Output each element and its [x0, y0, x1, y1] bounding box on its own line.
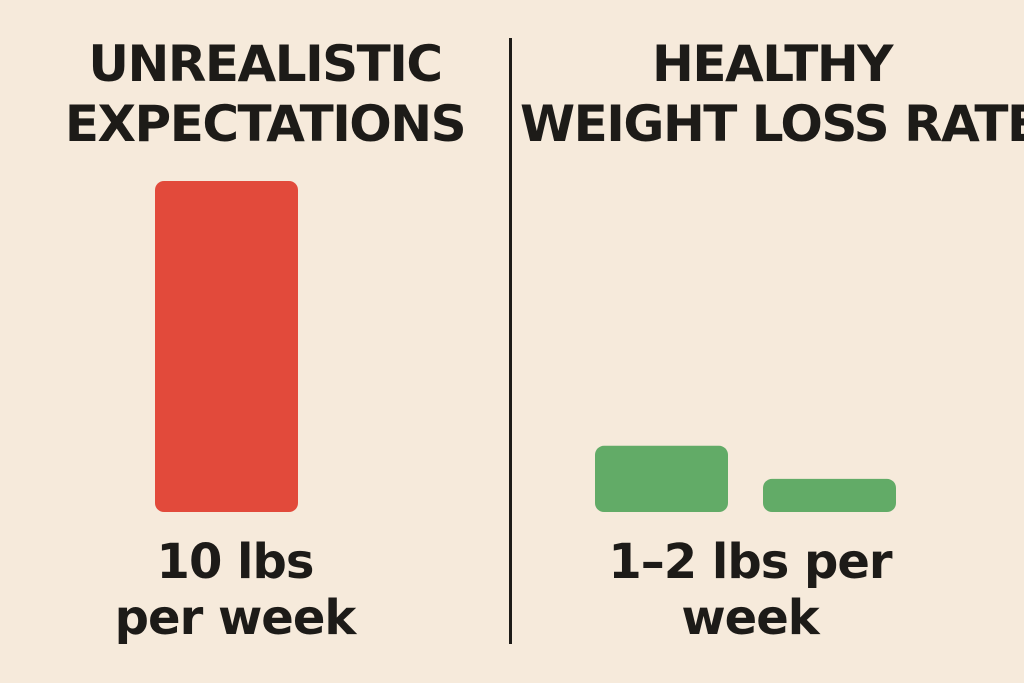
- healthy-title-line-2: WEIGHT LOSS RATES: [520, 95, 1024, 153]
- healthy-title-line-1: HEALTHY: [652, 35, 893, 93]
- healthy-bar-low: [763, 478, 896, 512]
- healthy-rate-label: 1–2 lbs per week: [580, 534, 920, 646]
- unrealistic-rate-label: 10 lbs per week: [90, 534, 380, 646]
- healthy-rate-line-2: week: [681, 590, 819, 646]
- healthy-rate-line-1: 1–2 lbs per: [608, 534, 892, 590]
- unrealistic-rate-line-2: per week: [114, 590, 357, 646]
- unrealistic-bar: [155, 181, 298, 512]
- unrealistic-title-line-2: EXPECTATIONS: [64, 95, 467, 153]
- unrealistic-rate-line-1: 10 lbs: [156, 534, 315, 590]
- unrealistic-title-line-1: UNREALISTIC: [88, 35, 443, 93]
- panel-divider: [509, 38, 512, 644]
- healthy-panel-title: HEALTHY WEIGHT LOSS RATES: [520, 34, 1024, 154]
- unrealistic-panel-title: UNREALISTIC EXPECTATIONS: [0, 34, 530, 154]
- healthy-bar-high: [595, 445, 728, 512]
